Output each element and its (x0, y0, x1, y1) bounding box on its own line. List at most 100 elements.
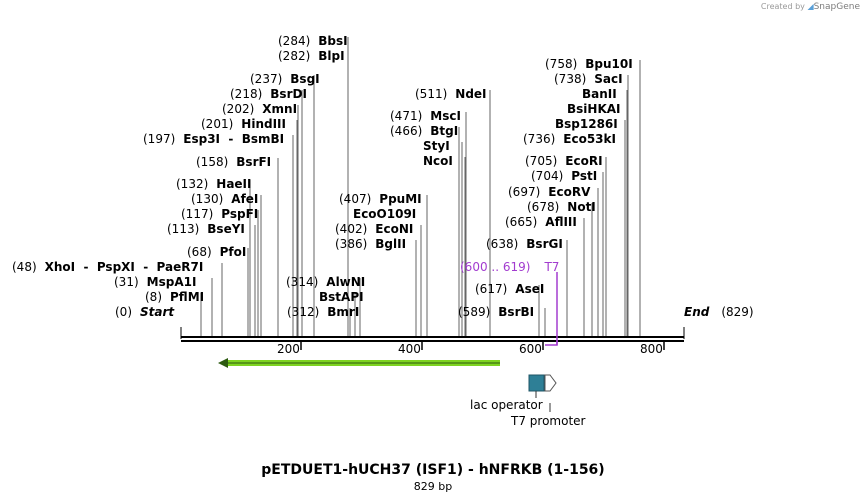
enzyme-label[interactable]: (132) HaeII (176, 177, 252, 191)
enzyme-position: (113) (167, 222, 199, 236)
enzyme-label[interactable]: (201) HindIII (201, 117, 286, 131)
enzyme-name: BanII (582, 87, 617, 101)
enzyme-label[interactable]: (48) XhoI - PspXI - PaeR7I (12, 260, 203, 274)
enzyme-label[interactable]: (197) Esp3I - BsmBI (143, 132, 284, 146)
enzyme-label[interactable]: StyI (423, 139, 450, 153)
enzyme-label[interactable]: (511) NdeI (415, 87, 487, 101)
enzyme-label[interactable]: (738) SacI (554, 72, 623, 86)
enzyme-position: (312) (287, 305, 319, 319)
enzyme-name: NotI (567, 200, 596, 214)
enzyme-name: BseYI (207, 222, 245, 236)
enzyme-label[interactable]: (617) AseI (475, 282, 544, 296)
enzyme-name: PspFI (221, 207, 258, 221)
enzyme-label[interactable]: (665) AflIII (505, 215, 577, 229)
enzyme-label[interactable]: (158) BsrFI (196, 155, 271, 169)
enzyme-name: BsrDI (270, 87, 307, 101)
enzyme-position: (8) (145, 290, 162, 304)
enzyme-label[interactable]: (130) AfeI (191, 192, 258, 206)
enzyme-name: Esp3I - BsmBI (183, 132, 284, 146)
enzyme-name: BsgI (290, 72, 319, 86)
enzyme-name: BsrBI (498, 305, 534, 319)
enzyme-label[interactable]: (312) BmrI (287, 305, 359, 319)
enzyme-label[interactable]: (284) BbsI (278, 34, 348, 48)
page-title: pETDUET1-hUCH37 (ISF1) - hNFRKB (1-156) (261, 462, 605, 478)
lac-operator-box (528, 374, 545, 392)
enzyme-position: (201) (201, 117, 233, 131)
enzyme-label[interactable]: (589) BsrBI (458, 305, 534, 319)
t7-promoter-label: T7 promoter (510, 414, 586, 428)
enzyme-position: (402) (335, 222, 367, 236)
scale-tick-label: 200 (277, 342, 300, 356)
enzyme-name: BsrFI (236, 155, 271, 169)
enzyme-label[interactable]: EcoO109I (353, 207, 416, 221)
enzyme-name: BsiHKAI (567, 102, 621, 116)
enzyme-label[interactable]: NcoI (423, 154, 453, 168)
enzyme-label[interactable]: (237) BsgI (250, 72, 320, 86)
enzyme-label[interactable]: (31) MspA1I (114, 275, 196, 289)
enzyme-name: EcoNI (375, 222, 413, 236)
enzyme-label[interactable]: BstAPI (319, 290, 364, 304)
enzyme-position: (466) (390, 124, 422, 138)
enzyme-position: (697) (508, 185, 540, 199)
enzyme-label[interactable]: (678) NotI (527, 200, 596, 214)
enzyme-label[interactable]: BsiHKAI (567, 102, 621, 116)
enzyme-label[interactable]: Bsp1286I (555, 117, 618, 131)
scale-tick-label: 800 (640, 342, 663, 356)
scale-tick-label: 600 (519, 342, 542, 356)
lac-operator-feature: lac operator (470, 374, 545, 412)
enzyme-position: (218) (230, 87, 262, 101)
t7-primer-label: (600 .. 619) T7 (460, 260, 559, 274)
enzyme-name: SacI (594, 72, 622, 86)
enzyme-position: (386) (335, 237, 367, 251)
enzyme-name: PpuMI (379, 192, 421, 206)
enzyme-label[interactable]: (402) EcoNI (335, 222, 413, 236)
enzyme-label[interactable]: (407) PpuMI (339, 192, 422, 206)
enzyme-name: PflMI (170, 290, 204, 304)
enzyme-label[interactable]: (8) PflMI (145, 290, 204, 304)
enzyme-name: XmnI (262, 102, 297, 116)
enzyme-name: BmrI (327, 305, 359, 319)
enzyme-position: (237) (250, 72, 282, 86)
enzyme-name: NdeI (455, 87, 486, 101)
enzyme-name: StyI (423, 139, 450, 153)
snapgene-credit: Created by ◢SnapGene (761, 2, 860, 12)
enzyme-position: (638) (486, 237, 518, 251)
enzyme-name: BstAPI (319, 290, 364, 304)
enzyme-position: (68) (187, 245, 212, 259)
enzyme-name: EcoRI (565, 154, 602, 168)
enzyme-label[interactable]: (282) BlpI (278, 49, 345, 63)
enzyme-label[interactable]: (68) PfoI (187, 245, 246, 259)
enzyme-label[interactable]: (705) EcoRI (525, 154, 603, 168)
enzyme-label[interactable]: (638) BsrGI (486, 237, 563, 251)
enzyme-label[interactable]: (113) BseYI (167, 222, 245, 236)
enzyme-name: AseI (515, 282, 544, 296)
enzyme-label[interactable]: (736) Eco53kI (523, 132, 616, 146)
enzyme-label[interactable]: (218) BsrDI (230, 87, 307, 101)
enzyme-label[interactable]: (466) BtgI (390, 124, 458, 138)
credit-brand: SnapGene (813, 2, 860, 12)
enzyme-name: NcoI (423, 154, 453, 168)
enzyme-name: Eco53kI (563, 132, 616, 146)
enzyme-label[interactable]: (314) AlwNI (286, 275, 365, 289)
enzyme-label[interactable]: (202) XmnI (222, 102, 297, 116)
enzyme-label[interactable]: BanII (582, 87, 617, 101)
orf-arrow (218, 358, 500, 368)
enzyme-label[interactable]: (471) MscI (390, 109, 461, 123)
sequence-map: (8) PflMI (31) MspA1I (48) XhoI - PspXI - Pae… (12, 34, 754, 428)
enzyme-label[interactable]: (386) BglII (335, 237, 406, 251)
enzyme-position: (48) (12, 260, 37, 274)
enzyme-name: BtgI (430, 124, 458, 138)
enzyme-name: BlpI (318, 49, 344, 63)
enzyme-position: (314) (286, 275, 318, 289)
enzyme-position: (589) (458, 305, 490, 319)
enzyme-name: HindIII (241, 117, 286, 131)
enzyme-name: HaeII (216, 177, 251, 191)
t7-primer: (600 .. 619) T7 (460, 260, 559, 346)
orf-arrow-head (218, 358, 228, 368)
enzyme-label[interactable]: (117) PspFI (181, 207, 258, 221)
enzyme-name: BsrGI (526, 237, 563, 251)
enzyme-label[interactable]: (697) EcoRV (508, 185, 591, 199)
enzyme-label[interactable]: (758) Bpu10I (545, 57, 633, 71)
enzyme-label[interactable]: (704) PstI (531, 169, 597, 183)
enzyme-position: (407) (339, 192, 371, 206)
